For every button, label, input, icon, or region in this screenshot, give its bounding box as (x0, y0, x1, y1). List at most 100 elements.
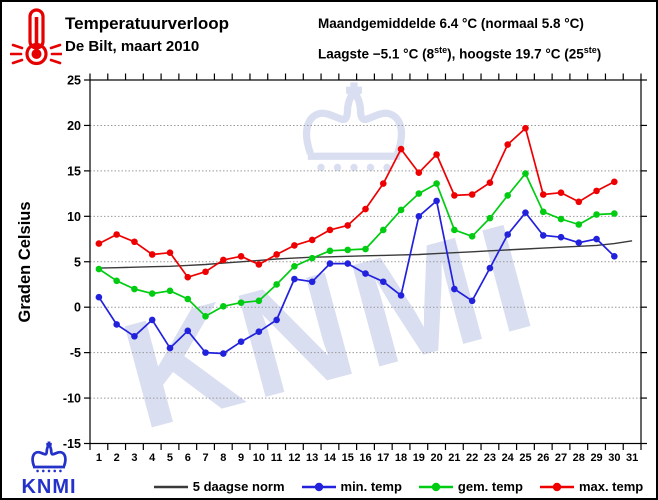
legend-label-max-temp: max. temp (578, 479, 644, 494)
max-temp-point (433, 151, 440, 158)
max-temp-point (575, 198, 583, 206)
plot-border (89, 79, 642, 445)
max-temp-point (237, 252, 245, 260)
legend-item-norm: 5 daagse norm (153, 479, 285, 494)
stat-extremes: Laagste −5.1 °C (8ste), hoogste 19.7 °C … (318, 45, 602, 62)
norm-line (98, 240, 633, 269)
x-tick-label: 7 (202, 452, 208, 464)
gem-temp-point (184, 295, 192, 303)
gem-temp-point (593, 211, 600, 218)
gem-temp-point (504, 192, 511, 199)
x-tick-label: 5 (167, 452, 173, 464)
gem-temp-point (397, 206, 405, 214)
gem-temp-point (433, 180, 440, 187)
min-temp-point (415, 213, 423, 220)
knmi-logo-text: KNMI (21, 476, 77, 498)
x-tick-label: 9 (238, 452, 244, 464)
gem-temp-point (344, 246, 352, 254)
gem-temp-point (362, 245, 369, 253)
min-temp-point (611, 252, 618, 260)
min-temp-point (131, 332, 138, 340)
gem-temp-line (98, 172, 615, 318)
chart-legend: 5 daagse norm min. temp gem. temp max. temp (2, 479, 656, 494)
x-tick-label: 10 (253, 452, 265, 464)
min-temp-legend-sample (301, 482, 336, 491)
gem-temp-point (468, 233, 476, 240)
page-title: Temperatuurverloop (65, 14, 230, 33)
min-temp-point (273, 316, 280, 324)
min-temp-point (344, 260, 352, 267)
legend-label-min-temp: min. temp (340, 479, 402, 494)
gem-temp-point (415, 190, 423, 197)
x-tick-label: 13 (306, 452, 318, 464)
min-temp-point (362, 270, 369, 277)
gem-temp-point (557, 215, 565, 223)
header-statistics: Maandgemiddelde 6.4 °C (normaal 5.8 °C) … (318, 11, 601, 68)
min-temp-point (184, 327, 192, 335)
min-temp-point (255, 328, 263, 336)
min-temp-point (202, 349, 209, 356)
y-tick-label: 5 (74, 255, 81, 269)
x-tick-label: 21 (448, 452, 460, 464)
max-temp-point (397, 145, 405, 153)
x-tick-label: 20 (430, 452, 442, 464)
min-temp-line (98, 200, 615, 355)
y-tick-label: 20 (67, 119, 81, 133)
max-temp-point (166, 249, 174, 256)
x-tick-label: 27 (555, 452, 567, 464)
min-temp-point (539, 232, 547, 239)
legend-item-min-temp: min. temp (301, 479, 402, 494)
page-subtitle: De Bilt, maart 2010 (65, 38, 200, 55)
norm-legend-sample (153, 485, 188, 488)
y-tick-label: -5 (70, 346, 81, 360)
y-axis-title: Graden Celsius (16, 201, 34, 322)
gem-temp-point (202, 312, 209, 320)
stat-monthly-mean: Maandgemiddelde 6.4 °C (normaal 5.8 °C) (318, 16, 584, 31)
x-tick-label: 8 (220, 452, 226, 464)
min-temp-point (166, 344, 174, 352)
min-temp-point (95, 293, 103, 301)
max-temp-point (308, 236, 316, 244)
x-tick-label: 12 (288, 452, 300, 464)
min-temp-point (291, 275, 298, 283)
gem-temp-point (95, 265, 103, 273)
min-temp-point (486, 264, 494, 272)
max-temp-point (468, 191, 476, 198)
max-temp-point (148, 251, 156, 258)
min-temp-point (451, 285, 458, 293)
max-temp-point (113, 231, 120, 238)
svg-text:KNMI: KNMI (107, 189, 557, 462)
min-temp-point (433, 197, 440, 205)
min-temp-point (113, 321, 120, 328)
max-temp-point (131, 238, 138, 246)
y-tick-label: -10 (63, 392, 81, 406)
gem-temp-point (326, 247, 334, 255)
knmi-logo: KNMI (12, 441, 86, 498)
min-temp-point (326, 260, 334, 267)
min-temp-point (237, 338, 245, 346)
x-tick-label: 28 (573, 452, 585, 464)
max-temp-point (593, 187, 600, 195)
x-tick-label: 1 (96, 452, 102, 464)
gem-temp-point (291, 262, 298, 270)
max-temp-point (486, 179, 494, 186)
max-temp-point (95, 240, 103, 247)
gem-temp-point (220, 302, 227, 310)
gem-temp-point (273, 281, 280, 288)
min-temp-point (397, 292, 405, 299)
min-temp-point (504, 231, 511, 238)
min-temp-point (379, 278, 387, 286)
x-tick-label: 14 (324, 452, 337, 464)
max-temp-point (184, 273, 192, 281)
gem-temp-point (113, 277, 120, 285)
x-tick-label: 23 (484, 452, 496, 464)
min-temp-point (593, 235, 600, 243)
legend-label-gem-temp: gem. temp (457, 479, 523, 494)
x-tick-label: 2 (114, 452, 120, 464)
max-temp-point (504, 141, 511, 148)
max-temp-point (202, 268, 209, 276)
x-tick-label: 15 (342, 452, 354, 464)
y-tick-label: 15 (67, 164, 81, 178)
